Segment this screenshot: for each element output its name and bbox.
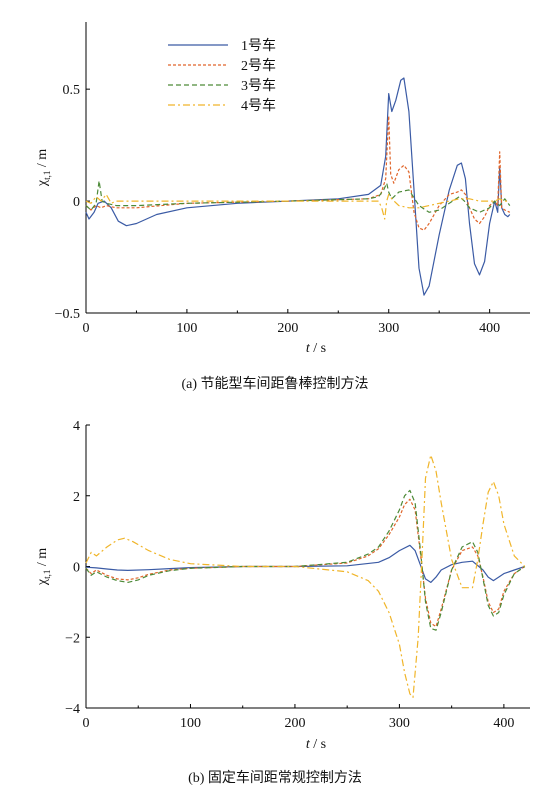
chart-panel-b: 0 100 200 300 400 −4 −2 0 2 4 χt,1 / m t / s (b) 固定车… <box>35 419 530 786</box>
x-axis-label: t / s <box>306 737 326 752</box>
x-tick-label: 0 <box>83 716 90 731</box>
legend: 1号车 2号车 3号车 4号车 <box>168 37 276 114</box>
y-tick-label: 4 <box>73 419 80 434</box>
x-tick-label: 100 <box>176 321 197 336</box>
series-line-3 <box>85 180 511 213</box>
chart-panel-a: 0 100 200 300 400−0.500.5χt,1 / mt / s(a) 节能… <box>35 22 530 392</box>
x-tick-label: 200 <box>277 321 298 336</box>
x-axis-label: t / s <box>306 341 326 356</box>
y-tick-label: −2 <box>65 631 80 646</box>
series-line-2 <box>85 115 511 231</box>
x-tick-label: 400 <box>479 321 500 336</box>
y-tick-label: −0.5 <box>55 307 80 322</box>
legend-label-1: 1号车 <box>241 37 276 54</box>
legend-label-4: 4号车 <box>241 97 276 114</box>
y-tick-label: −4 <box>65 702 80 717</box>
x-tick-label: 400 <box>493 716 514 731</box>
panel-caption: (a) 节能型车间距鲁棒控制方法 <box>181 375 368 392</box>
x-tick-label: 200 <box>284 716 305 731</box>
y-tick-label: 0 <box>73 195 80 210</box>
series-line-3 <box>85 489 526 631</box>
series-line-1 <box>85 544 525 583</box>
legend-label-2: 2号车 <box>241 57 276 74</box>
y-axis-label: χt,1 / m <box>35 149 52 187</box>
series-line-1 <box>85 77 511 296</box>
panel-caption: (b) 固定车间距常规控制方法 <box>188 769 362 786</box>
y-tick-label: 0 <box>73 561 80 576</box>
y-tick-label: 0.5 <box>63 83 81 98</box>
series-line-4 <box>85 454 526 698</box>
series-line-4 <box>85 193 510 220</box>
legend-label-3: 3号车 <box>241 77 276 94</box>
x-tick-label: 0 <box>83 321 90 336</box>
x-tick-label: 300 <box>389 716 410 731</box>
y-tick-label: 2 <box>73 490 80 505</box>
y-axis-label: χt,1 / m <box>35 548 52 586</box>
x-tick-label: 100 <box>180 716 201 731</box>
x-tick-label: 300 <box>378 321 399 336</box>
